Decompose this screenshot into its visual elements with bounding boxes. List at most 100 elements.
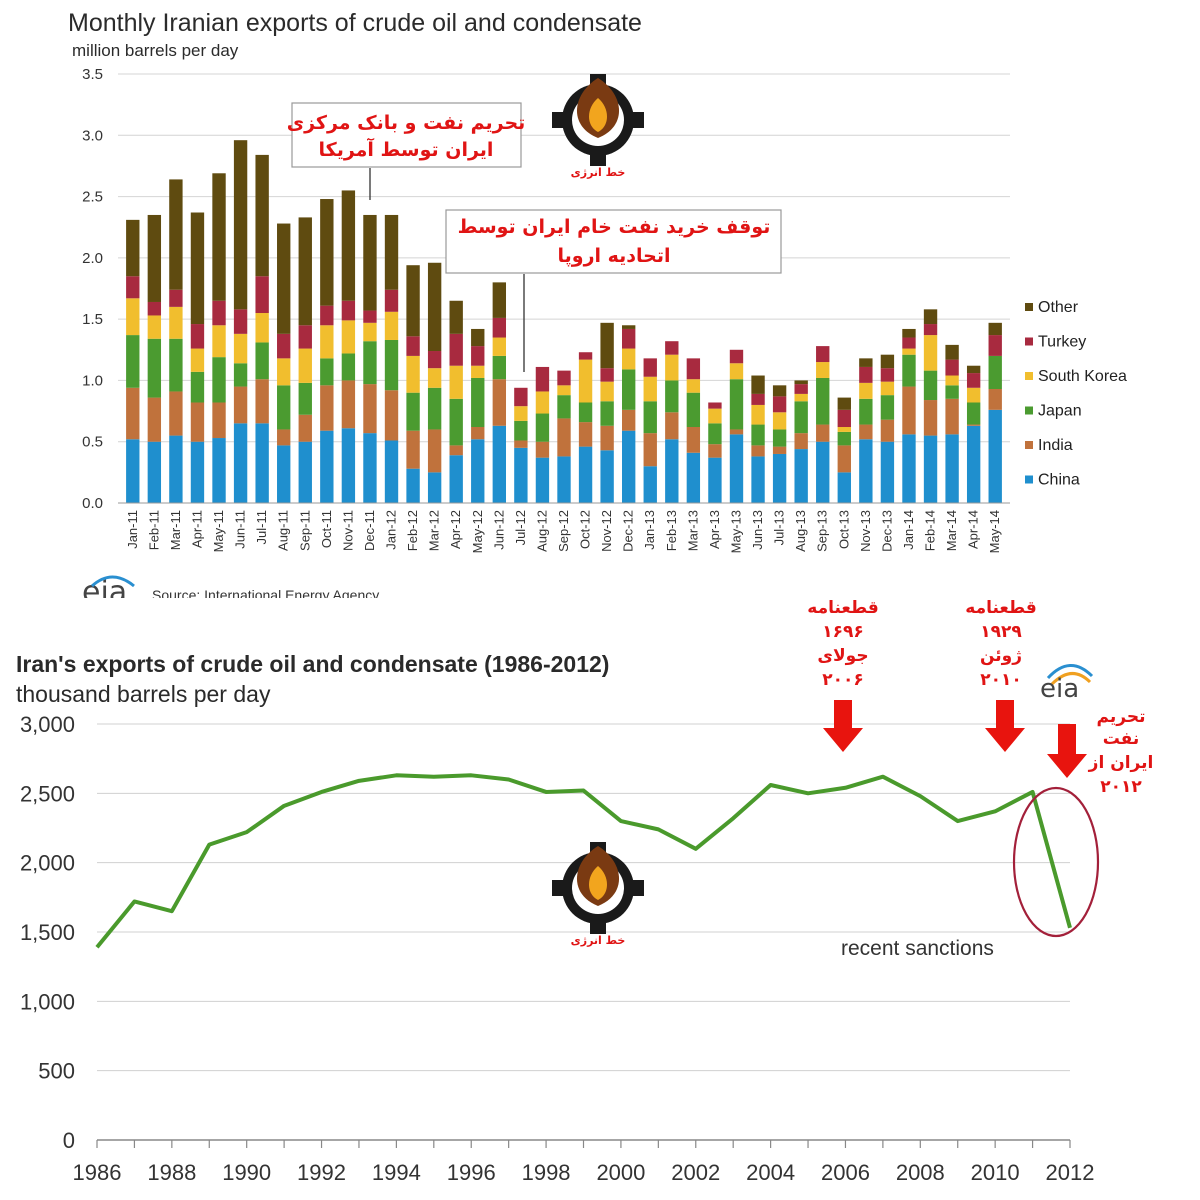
- bar-segment-india: [665, 412, 679, 440]
- chart1-title: Monthly Iranian exports of crude oil and…: [68, 9, 642, 37]
- watermark-text-2: خط انرژی: [571, 934, 626, 947]
- bar-segment-japan: [643, 401, 657, 434]
- bar-segment-china: [449, 455, 463, 503]
- chart1-x-tick-label: May-12: [470, 510, 485, 553]
- down-arrow-icon: [1047, 724, 1087, 778]
- chart2-x-tick-label: 2000: [596, 1160, 645, 1185]
- bar-segment-other: [859, 358, 873, 367]
- bar-segment-china: [772, 453, 787, 503]
- recent-sanctions-ellipse: [1012, 786, 1100, 938]
- bar-segment-turkey: [988, 335, 1002, 356]
- bar-segment-india: [277, 429, 291, 446]
- bar-segment-south-korea: [449, 365, 463, 399]
- legend-swatch: [1025, 372, 1033, 380]
- chart1-y-tick-label: 0.0: [82, 495, 103, 512]
- bar-segment-japan: [945, 385, 959, 399]
- bar-segment-india: [255, 379, 269, 424]
- bar-segment-south-korea: [471, 365, 485, 378]
- bar-segment-japan: [341, 353, 356, 381]
- bar-segment-turkey: [751, 393, 765, 405]
- bar-segment-india: [126, 387, 140, 440]
- chart2-y-tick-label: 1,000: [20, 989, 75, 1014]
- bar-segment-japan: [277, 385, 291, 430]
- chart1-x-tick-label: Aug-11: [276, 510, 291, 551]
- bar-segment-china: [621, 430, 636, 503]
- bar-segment-japan: [169, 338, 183, 392]
- bar-segment-south-korea: [535, 391, 550, 414]
- chart1-x-tick-label: Jun-11: [233, 510, 248, 549]
- bar-segment-other: [298, 217, 312, 326]
- chart2-ylabel: thousand barrels per day: [16, 681, 271, 707]
- bar-segment-turkey: [298, 325, 312, 349]
- eia-logo-arc: [90, 575, 135, 588]
- bar-segment-china: [708, 457, 722, 503]
- chart2-y-tick-label: 500: [38, 1059, 75, 1084]
- bar-segment-other: [363, 214, 377, 311]
- bar-segment-turkey: [341, 300, 356, 321]
- bar-segment-india: [708, 444, 722, 458]
- bar-segment-japan: [406, 392, 420, 431]
- bar-segment-china: [729, 434, 744, 503]
- chart1-x-tick-label: Oct-12: [578, 510, 593, 549]
- bar-segment-japan: [621, 369, 636, 410]
- bar-segment-turkey: [147, 301, 162, 316]
- bar-segment-india: [772, 446, 787, 454]
- bar-segment-turkey: [169, 289, 183, 307]
- watermark-text: خط انرژی: [571, 166, 626, 179]
- annotation-us-sanctions: تحریم نفت و بانک مرکزی ایران توسط آمریکا: [287, 102, 525, 200]
- eia-logo-2: eia: [1040, 664, 1094, 704]
- bar-segment-turkey: [966, 373, 981, 388]
- bar-segment-japan: [966, 402, 981, 425]
- chart2-x-tick-label: 1986: [73, 1160, 122, 1185]
- chart1-legend: Other Turkey South Korea Japan India China: [1025, 299, 1127, 489]
- bar-segment-south-korea: [298, 348, 312, 383]
- chart2-y-tick-label: 3,000: [20, 712, 75, 737]
- svg-text:ژوئن: ژوئن: [980, 646, 1022, 666]
- svg-text:۱۶۹۶: ۱۶۹۶: [822, 622, 864, 642]
- bar-segment-china: [384, 440, 399, 503]
- bar-segment-india: [212, 402, 226, 439]
- chart1-x-ticks: Jan-11 Feb-11 Mar-11 Apr-11 May-11 Jun-11 Jul-…: [125, 510, 1002, 553]
- bar-segment-turkey: [578, 352, 593, 360]
- bar-segment-south-korea: [578, 359, 593, 403]
- bar-segment-china: [341, 428, 356, 503]
- chart1-x-tick-label: Mar-14: [944, 510, 959, 551]
- bar-segment-japan: [600, 401, 614, 426]
- bar-segment-india: [966, 424, 981, 426]
- bar-segment-japan: [492, 355, 507, 380]
- bar-segment-south-korea: [902, 348, 916, 355]
- bar-segment-china: [126, 439, 140, 503]
- bar-segment-india: [816, 424, 830, 442]
- chart2-y-tick-label: 1,500: [20, 920, 75, 945]
- bar-segment-south-korea: [686, 379, 701, 393]
- bar-segment-japan: [298, 382, 312, 415]
- bar-segment-turkey: [729, 349, 744, 364]
- bar-segment-turkey: [384, 289, 399, 312]
- bar-segment-other: [233, 140, 248, 310]
- chart1-x-tick-label: Sep-11: [297, 510, 312, 551]
- bar-segment-china: [233, 423, 248, 503]
- bar-segment-china: [966, 425, 981, 503]
- chart1-x-tick-label: Jul-12: [513, 510, 528, 545]
- chart2-line: [95, 773, 1072, 949]
- bar-segment-south-korea: [708, 408, 722, 424]
- bar-segment-south-korea: [772, 412, 787, 430]
- chart1-x-tick-label: Jul-13: [772, 510, 787, 545]
- bar-segment-japan: [902, 354, 916, 387]
- bar-segment-japan: [772, 429, 787, 447]
- bar-segment-other: [880, 354, 895, 369]
- bar-segment-india: [449, 445, 463, 456]
- bar-segment-india: [729, 429, 744, 435]
- bar-segment-india: [621, 409, 636, 431]
- bar-segment-south-korea: [837, 427, 851, 432]
- chart1-x-tick-label: Feb-14: [923, 510, 938, 551]
- svg-text:۲۰۱۰: ۲۰۱۰: [980, 670, 1022, 690]
- chart2-note: recent sanctions: [841, 937, 994, 960]
- bar-segment-turkey: [686, 358, 701, 380]
- bar-segment-japan: [816, 377, 830, 425]
- chart2-x-tick-label: 1988: [147, 1160, 196, 1185]
- chart1-ylabel: million barrels per day: [72, 41, 239, 60]
- svg-text:نفت: نفت: [1103, 729, 1140, 749]
- bar-segment-india: [945, 398, 959, 435]
